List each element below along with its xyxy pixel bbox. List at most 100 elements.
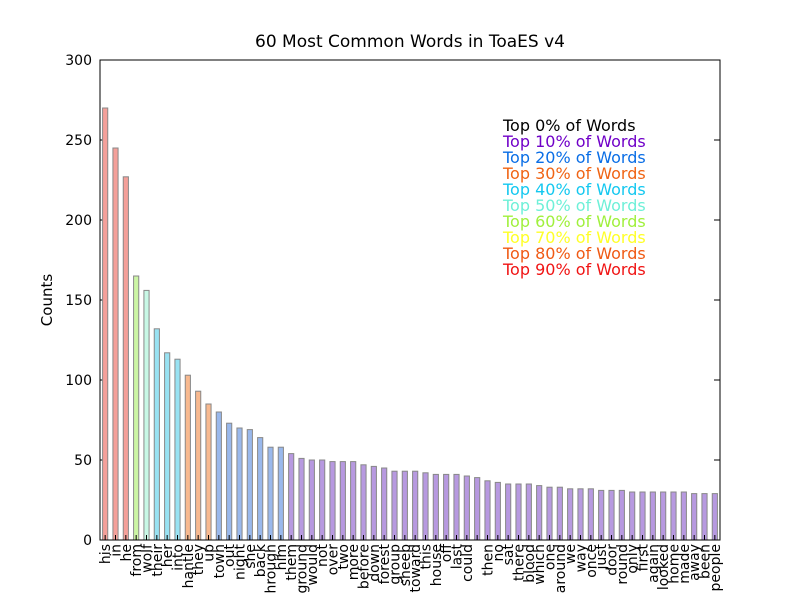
bar — [339, 461, 346, 541]
bar — [257, 437, 264, 541]
x-tick-label: could — [460, 544, 476, 582]
y-tick-label: 100 — [65, 373, 92, 389]
bar — [484, 480, 491, 541]
x-tick-label: back — [253, 543, 269, 577]
y-tick-label: 0 — [83, 533, 92, 549]
bar — [226, 422, 233, 541]
bar — [164, 352, 171, 541]
bar — [691, 493, 698, 541]
x-tick-label: from — [129, 544, 145, 577]
bar — [122, 176, 129, 541]
bar — [143, 289, 150, 541]
bar — [205, 403, 212, 541]
x-tick-label: which — [532, 544, 548, 585]
legend-entry: Top 0% of Words — [502, 116, 636, 135]
plot-frame — [99, 59, 721, 541]
x-tick-label: wolf — [140, 543, 156, 573]
bar — [391, 470, 398, 541]
x-tick-label: around — [553, 544, 569, 593]
x-tick-label: into — [171, 544, 187, 571]
bar — [711, 493, 718, 541]
x-tick-label: we — [563, 544, 579, 564]
bar — [463, 475, 470, 541]
legend-entry: Top 60% of Words — [502, 212, 646, 231]
x-tick-label: over — [326, 544, 342, 575]
bar — [360, 464, 367, 541]
bar — [701, 493, 708, 541]
x-tick-label: him — [274, 544, 290, 570]
x-tick-label: them — [284, 544, 300, 581]
x-tick-label: his — [98, 544, 114, 564]
bar — [587, 488, 594, 541]
x-tick-label: last — [450, 544, 466, 570]
bar — [174, 358, 181, 541]
bar — [246, 429, 253, 541]
bar — [329, 461, 336, 541]
x-tick-label: not — [315, 543, 331, 566]
x-tick-label: again — [646, 544, 662, 583]
bar — [629, 491, 636, 541]
bar — [567, 488, 574, 541]
bar — [505, 483, 512, 541]
bar — [515, 483, 522, 541]
legend-entry: Top 90% of Words — [502, 260, 646, 279]
legend-entry: Top 20% of Words — [502, 148, 646, 167]
y-tick-label: 200 — [65, 213, 92, 229]
bar — [670, 491, 677, 541]
bar — [288, 453, 295, 541]
x-tick-label: one — [543, 544, 559, 570]
bar — [277, 446, 284, 541]
y-axis-label: Counts — [38, 274, 56, 327]
x-tick-label: only — [625, 544, 641, 574]
x-tick-label: hrough — [264, 544, 280, 594]
bar — [236, 427, 243, 541]
bar — [443, 473, 450, 541]
x-tick-label: looked — [656, 544, 672, 590]
x-tick-label: sat — [501, 544, 517, 566]
x-tick-label: town — [212, 544, 228, 578]
bar — [618, 489, 625, 541]
bar — [412, 470, 419, 541]
x-tick-label: two — [336, 544, 352, 570]
x-tick-label: her — [160, 544, 176, 567]
bar — [308, 459, 315, 541]
x-tick-label: night — [233, 543, 249, 580]
x-tick-label: made — [677, 544, 693, 584]
x-tick-label: home — [667, 544, 683, 584]
bar — [598, 489, 605, 541]
legend-entry: Top 70% of Words — [502, 228, 646, 247]
x-tick-label: down — [367, 544, 383, 582]
bar — [494, 481, 501, 541]
bar — [215, 411, 222, 541]
bar — [319, 459, 326, 541]
x-tick-label: round — [615, 544, 631, 585]
x-tick-label: he — [119, 544, 135, 562]
bar — [525, 483, 532, 541]
bar — [112, 147, 119, 541]
x-tick-label: they — [191, 544, 207, 575]
bar — [153, 328, 160, 541]
bar — [660, 491, 667, 541]
bar — [453, 473, 460, 541]
legend-entry: Top 30% of Words — [502, 164, 646, 183]
x-tick-label: group — [388, 544, 404, 585]
bar — [608, 489, 615, 541]
x-tick-label: before — [357, 544, 373, 589]
bar — [546, 486, 553, 541]
bar — [350, 461, 357, 541]
legend-entry: Top 10% of Words — [502, 132, 646, 151]
x-tick-label: house — [429, 544, 445, 586]
x-tick-label: she — [243, 544, 259, 569]
chart-title: 60 Most Common Words in ToaES v4 — [255, 32, 565, 52]
bar — [381, 467, 388, 541]
x-tick-label: there — [512, 544, 528, 581]
legend-entry: Top 50% of Words — [502, 196, 646, 215]
bar — [680, 491, 687, 541]
y-tick-label: 250 — [65, 133, 92, 149]
bar — [133, 275, 140, 541]
bar — [432, 473, 439, 541]
x-tick-label: would — [305, 544, 321, 586]
x-tick-label: been — [698, 544, 714, 579]
x-tick-label: then — [481, 544, 497, 576]
